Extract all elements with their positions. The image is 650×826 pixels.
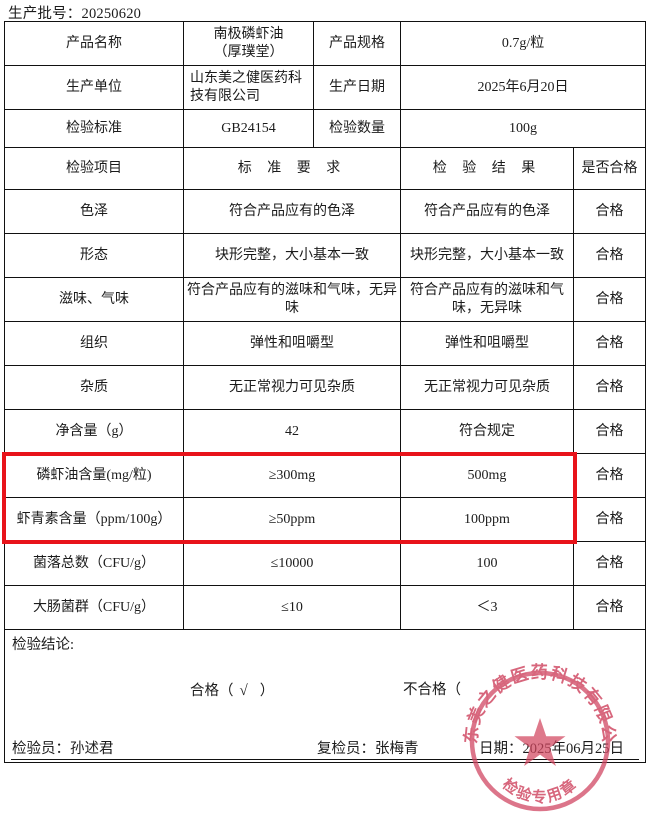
cell-test-result: 符合规定	[400, 409, 574, 454]
checkmark-icon: √	[239, 683, 248, 699]
verdict-fail-option[interactable]: 不合格（	[403, 682, 461, 700]
cell-qualified: 合格	[572, 233, 647, 278]
conclusion-title: 检验结论:	[12, 637, 75, 653]
cell-qualified: 合格	[572, 541, 647, 586]
header-standard: 标 准 要 求	[183, 147, 401, 190]
table-row: 磷虾油含量(mg/粒) ≥300mg 500mg 合格	[4, 453, 647, 498]
cell-test-item: 菌落总数（CFU/g）	[4, 541, 184, 586]
cell-test-item: 净含量（g）	[4, 409, 184, 454]
cell-qualified: 合格	[572, 409, 647, 454]
cell-test-item: 虾青素含量（ppm/100g）	[4, 497, 184, 542]
verdict-pass-label: 合格（	[190, 683, 234, 699]
table-row: 色泽 符合产品应有的色泽 符合产品应有的色泽 合格	[4, 189, 647, 234]
date-value: 2025年06月25日	[522, 741, 625, 758]
cell-standard-requirement: 符合产品应有的色泽	[183, 189, 401, 234]
inspector-signature: 检验员：孙述君	[12, 741, 114, 758]
cell-test-result: 100ppm	[400, 497, 574, 542]
verdict-pass-close: ）	[259, 683, 275, 699]
signature-date: 日期：2025年06月25日	[479, 741, 625, 758]
cell-test-item: 杂质	[4, 365, 184, 410]
cell-production-date-value: 2025年6月20日	[399, 65, 647, 110]
cell-standard-requirement: ≤10000	[183, 541, 401, 586]
cell-test-result: 符合产品应有的色泽	[400, 189, 574, 234]
cell-test-result: 块形完整，大小基本一致	[400, 233, 574, 278]
cell-test-result: 符合产品应有的滋味和气味，无异味	[400, 277, 574, 322]
cell-sample-qty-value: 100g	[399, 109, 647, 148]
cell-test-result: ＜3	[400, 585, 574, 630]
table-row: 杂质 无正常视力可见杂质 无正常视力可见杂质 合格	[4, 365, 647, 410]
batch-number-label: 生产批号：	[8, 6, 82, 22]
cell-product-name-value: 南极磷虾油 （厚璞堂）	[183, 21, 314, 66]
cell-standard-requirement: 42	[183, 409, 401, 454]
cell-product-spec-label: 产品规格	[313, 21, 401, 66]
cell-standard-requirement: 弹性和咀嚼型	[183, 321, 401, 366]
cell-manufacturer-label: 生产单位	[4, 65, 184, 110]
cell-test-result: 100	[400, 541, 574, 586]
cell-qualified: 合格	[572, 453, 647, 498]
cell-standard-requirement: ≤10	[183, 585, 401, 630]
cell-qualified: 合格	[572, 277, 647, 322]
cell-standard-label: 检验标准	[4, 109, 184, 148]
table-row: 菌落总数（CFU/g） ≤10000 100 合格	[4, 541, 647, 586]
cell-test-item: 组织	[4, 321, 184, 366]
cell-test-result: 无正常视力可见杂质	[400, 365, 574, 410]
table-row-conclusion: 检验结论: 合格（ √ ） 不合格（ 检验员：孙述君 复检员：张梅青 日期：2025年06月2…	[3, 629, 647, 763]
cell-test-item: 滋味、气味	[4, 277, 184, 322]
cell-test-item: 大肠菌群（CFU/g）	[4, 585, 184, 630]
header-item: 检验项目	[4, 147, 184, 190]
cell-standard-requirement: ≥300mg	[183, 453, 401, 498]
cell-qualified: 合格	[572, 365, 647, 410]
header-result: 检 验 结 果	[400, 147, 574, 190]
cell-standard-requirement: 块形完整，大小基本一致	[183, 233, 401, 278]
table-row: 形态 块形完整，大小基本一致 块形完整，大小基本一致 合格	[4, 233, 647, 278]
cell-qualified: 合格	[572, 321, 647, 366]
svg-text:检验专用章: 检验专用章	[499, 775, 581, 806]
cell-qualified: 合格	[572, 189, 647, 234]
cell-sample-qty-label: 检验数量	[313, 109, 401, 148]
table-header-row: 检验项目 标 准 要 求 检 验 结 果 是否合格	[4, 147, 647, 190]
rechecker-name: 张梅青	[375, 741, 419, 758]
table-row: 虾青素含量（ppm/100g） ≥50ppm 100ppm 合格	[4, 497, 647, 542]
cell-test-result: 弹性和咀嚼型	[400, 321, 574, 366]
conclusion-cell: 检验结论: 合格（ √ ） 不合格（ 检验员：孙述君 复检员：张梅青 日期：2025年06月2…	[3, 629, 647, 763]
cell-qualified: 合格	[572, 497, 647, 542]
table-row-standard: 检验标准 GB24154 检验数量 100g	[4, 109, 647, 148]
cell-manufacturer-value: 山东美之健医药科技有限公司	[183, 65, 314, 110]
verdict-pass-option[interactable]: 合格（ √ ）	[190, 682, 274, 701]
inspector-name: 孙述君	[70, 741, 114, 758]
cell-test-item: 磷虾油含量(mg/粒)	[4, 453, 184, 498]
batch-number-value: 20250620	[81, 6, 142, 22]
header-qualified: 是否合格	[572, 147, 647, 190]
table-row: 组织 弹性和咀嚼型 弹性和咀嚼型 合格	[4, 321, 647, 366]
inspection-report-table: 产品名称 南极磷虾油 （厚璞堂） 产品规格 0.7g/粒 生产单位 山东美之健医药…	[3, 21, 647, 763]
verdict-fail-label: 不合格（	[403, 682, 461, 698]
rechecker-signature: 复检员：张梅青	[317, 741, 419, 758]
signature-row: 检验员：孙述君 复检员：张梅青 日期：2025年06月25日	[5, 736, 645, 760]
cell-product-spec-value: 0.7g/粒	[399, 21, 647, 66]
cell-production-date-label: 生产日期	[313, 65, 401, 110]
cell-standard-requirement: 符合产品应有的滋味和气味，无异味	[183, 277, 401, 322]
inspection-report-page: 生产批号：20250620 产品名称 南极磷虾油 （厚璞堂） 产品规格 0.7g/…	[1, 2, 647, 812]
table-row: 大肠菌群（CFU/g） ≤10 ＜3 合格	[4, 585, 647, 630]
cell-test-result: 500mg	[400, 453, 574, 498]
table-row: 净含量（g） 42 符合规定 合格	[4, 409, 647, 454]
signature-underline	[11, 759, 639, 760]
cell-test-item: 色泽	[4, 189, 184, 234]
cell-standard-requirement: ≥50ppm	[183, 497, 401, 542]
batch-number-line: 生产批号：20250620	[8, 2, 141, 23]
cell-product-name-label: 产品名称	[4, 21, 184, 66]
cell-qualified: 合格	[572, 585, 647, 630]
cell-standard-requirement: 无正常视力可见杂质	[183, 365, 401, 410]
table-row-manufacturer: 生产单位 山东美之健医药科技有限公司 生产日期 2025年6月20日	[4, 65, 647, 110]
table-row: 滋味、气味 符合产品应有的滋味和气味，无异味 符合产品应有的滋味和气味，无异味 合格	[4, 277, 647, 322]
cell-test-item: 形态	[4, 233, 184, 278]
cell-standard-value: GB24154	[183, 109, 314, 148]
table-row-product-name: 产品名称 南极磷虾油 （厚璞堂） 产品规格 0.7g/粒	[4, 21, 647, 66]
